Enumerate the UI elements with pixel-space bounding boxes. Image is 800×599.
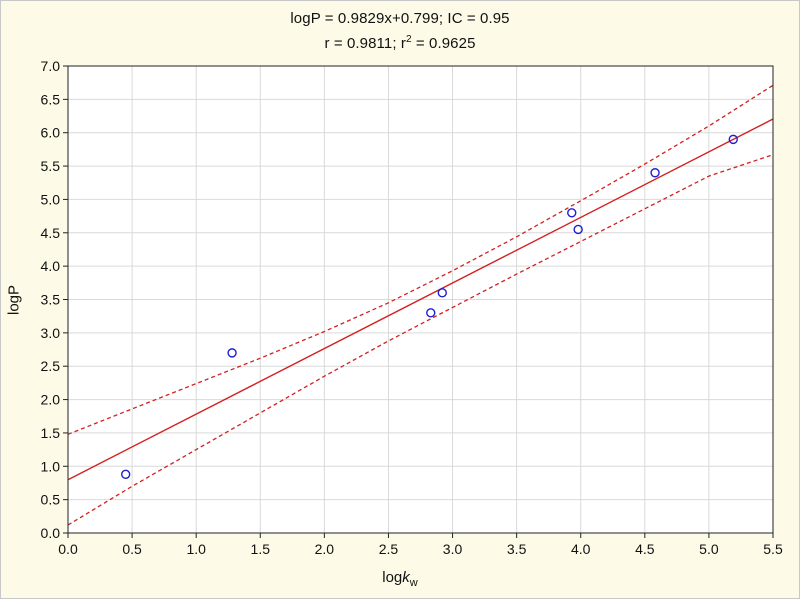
x-tick-label: 4.5 [635,541,655,557]
x-tick-label: 1.0 [186,541,206,557]
ci-lower-line [67,154,774,526]
x-tick-label: 4.0 [571,541,591,557]
data-point [573,224,583,235]
ci-upper-line [67,84,774,435]
x-tick-label: 2.5 [379,541,399,557]
y-tick-label: 1.0 [41,458,61,474]
data-point [426,308,436,318]
x-tick-label: 2.0 [315,541,335,557]
y-tick-label: 7.0 [41,58,61,74]
data-point [567,208,577,218]
x-axis-label: logkw [0,569,800,589]
y-tick-label: 5.5 [41,158,61,174]
x-axis-ticks: 0.0 0.5 1.0 1.5 2.0 2.5 3.0 3.5 4.0 4.5 5.0 5.5 [58,533,783,557]
y-tick-label: 4.5 [41,225,61,241]
x-axis-label-subscript: w [409,577,418,589]
y-tick-label: 3.5 [41,292,61,308]
chart-title-line2: r = 0.9811; r2 = 0.9625 [0,34,800,52]
y-tick-label: 0.5 [41,492,61,508]
y-tick-label: 4.0 [41,258,61,274]
data-point [120,469,131,479]
x-tick-label: 0.5 [122,541,142,557]
x-tick-label: 0.0 [58,541,78,557]
grid-lines [68,66,773,533]
data-point [650,168,660,178]
data-point [437,288,447,298]
x-axis-label-italic: k [402,569,410,586]
x-tick-label: 1.5 [251,541,271,557]
data-point [728,134,738,145]
title-line2-suffix: = 0.9625 [411,35,476,52]
y-tick-label: 5.0 [41,191,61,207]
title-line2-prefix: r = 0.9811; r [324,35,406,52]
y-tick-label: 3.0 [41,325,61,341]
regression-line-group [67,118,774,481]
y-axis-ticks: 0.0 0.5 1.0 1.5 2.0 2.5 3.0 3.5 4.0 4.5 5.0 5.5 6.0 6… [41,58,68,541]
y-tick-label: 6.5 [41,91,61,107]
confidence-bands [67,84,774,526]
y-axis-label: logP [5,284,23,316]
y-tick-label: 6.0 [41,125,61,141]
y-tick-label: 2.0 [41,392,61,408]
regression-line [67,118,774,481]
title-line2-superscript: 2 [405,34,412,45]
x-tick-label: 5.0 [699,541,719,557]
data-points [120,134,738,479]
x-tick-label: 5.5 [763,541,783,557]
x-tick-label: 3.0 [443,541,463,557]
y-tick-label: 0.0 [41,525,61,541]
x-tick-label: 3.5 [507,541,527,557]
y-tick-label: 1.5 [41,425,61,441]
data-point [227,348,237,358]
y-tick-label: 2.5 [41,358,61,374]
x-axis-label-main: log [382,569,403,586]
chart-title-line1: logP = 0.9829x+0.799; IC = 0.95 [290,10,510,27]
